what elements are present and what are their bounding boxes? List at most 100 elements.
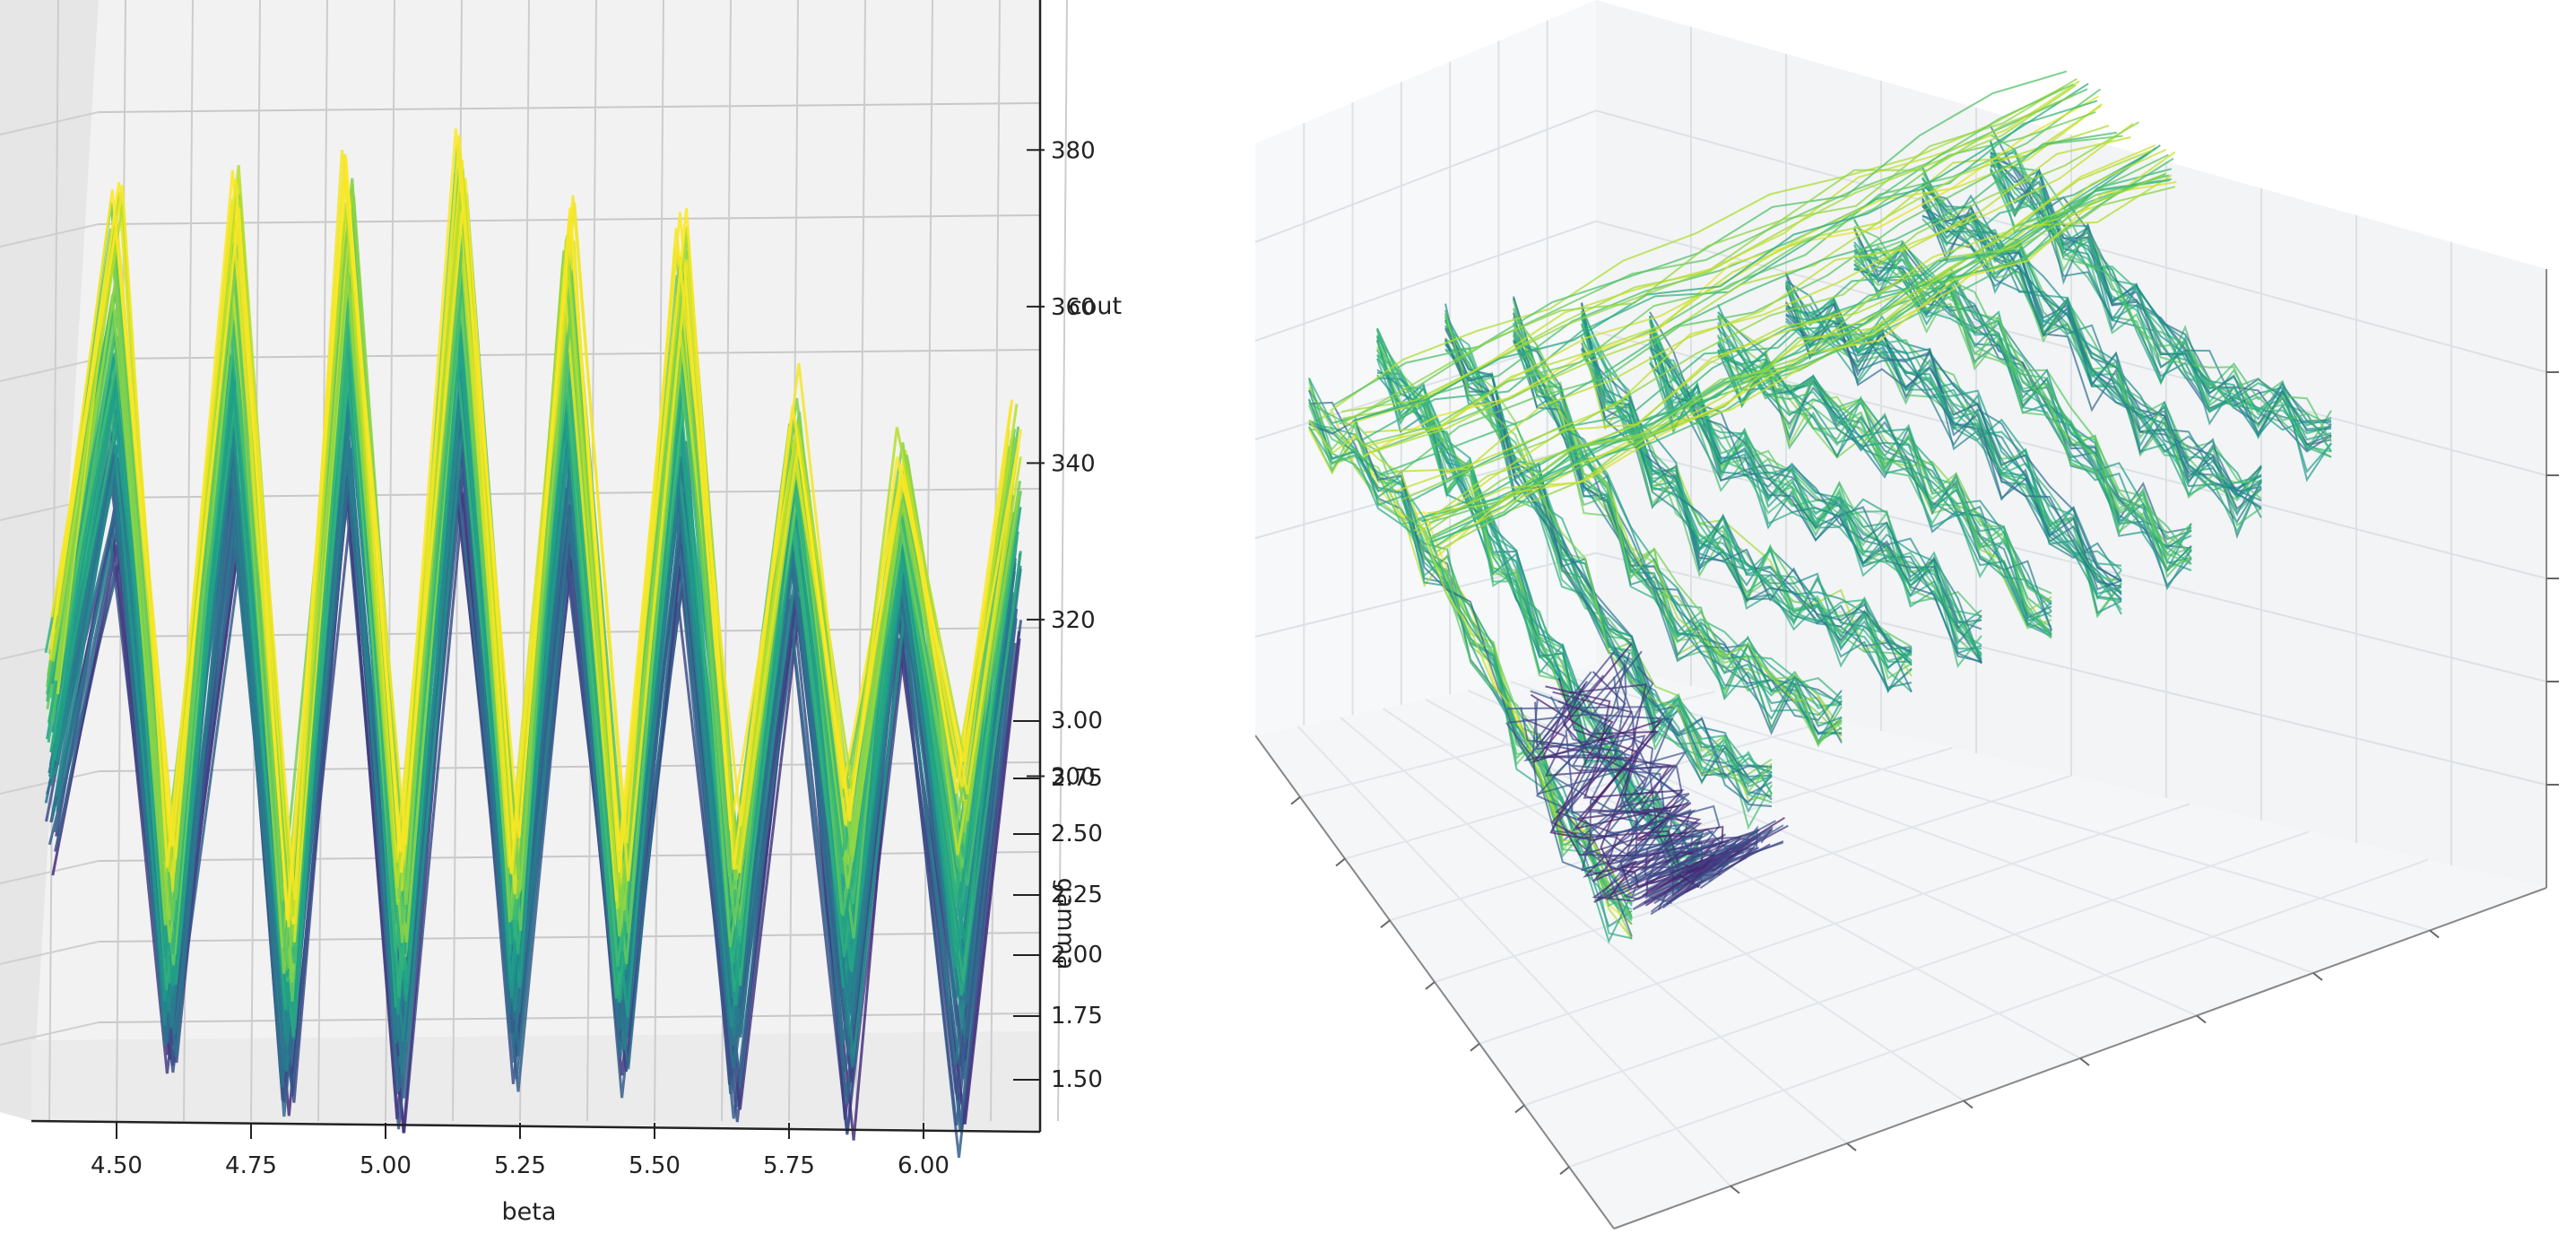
z-tick-label: 360 (1051, 294, 1096, 321)
right-wire-line (1308, 419, 1633, 897)
right-underside-line (1533, 671, 1774, 909)
right-tick-front (2312, 972, 2323, 981)
y-tick-label: 3.00 (1051, 708, 1103, 734)
right-grid-lw-h (1255, 552, 1597, 638)
right-tick-front (1963, 1099, 1973, 1109)
right-wire-line (1717, 311, 2052, 603)
right-grid-floor-a (1553, 672, 2431, 932)
x-tick-label: 6.00 (898, 1152, 950, 1179)
right-grid-floor-b (1568, 858, 2428, 1169)
right-wire-line (1717, 350, 2052, 620)
right-underside-line (1589, 665, 1748, 891)
right-ridge-line (1426, 173, 2166, 518)
left-tick-labels: 4.50 4.75 5.00 5.25 5.50 5.75 6.00 300 320 340 360… (91, 137, 1103, 1179)
left-grid-v (1057, 0, 1068, 1122)
right-tick-front (2196, 1014, 2207, 1024)
right-grid-rw-h (1595, 552, 2547, 786)
chart-right-svg (1255, 0, 2559, 1230)
right-underside-line (1565, 665, 1754, 896)
right-wire-line (1581, 317, 1912, 693)
left-grid-h-7 (98, 932, 1041, 943)
right-wire-line (1853, 247, 2192, 570)
right-wire-line (1990, 159, 2332, 451)
chart-left-3d: 4.50 4.75 5.00 5.25 5.50 5.75 6.00 300 320 340 360… (0, 0, 1273, 1234)
left-grid-side-2 (0, 358, 100, 382)
left-grid-h-0 (98, 102, 1041, 113)
right-ridge-line (1353, 83, 2089, 421)
right-ridge-line (1395, 122, 2134, 492)
y-tick-label: 1.75 (1051, 1003, 1103, 1030)
left-grid-side-1 (0, 223, 100, 248)
right-wire-line (1308, 378, 1633, 926)
chart-right-3d (1255, 0, 2576, 1234)
left-wire-line (48, 135, 1014, 900)
z-tick-label: 320 (1051, 607, 1096, 634)
left-floor-pane (31, 1031, 1040, 1130)
right-wire-line (1513, 308, 1843, 700)
right-tick-left (1425, 981, 1435, 990)
right-axes (1255, 269, 2559, 1230)
right-wire-line (1513, 296, 1843, 721)
right-wire-line (1717, 355, 2052, 631)
right-ridge-line (1413, 149, 2154, 532)
right-underside-line (1523, 717, 1715, 911)
chart-left-svg: 4.50 4.75 5.00 5.25 5.50 5.75 6.00 300 320 340 360… (0, 0, 1122, 1226)
right-ridge-line (1340, 93, 2076, 425)
right-ridge-line (1425, 174, 2165, 541)
right-ridge-line (1417, 146, 2157, 520)
right-ridge-line (1339, 83, 2075, 425)
right-tick-left (1335, 857, 1346, 867)
right-grid-lw-h (1255, 220, 1597, 342)
right-wire-line (1990, 141, 2332, 427)
y-axis-label: gamma (1052, 878, 1080, 970)
right-grid-floor-b (1434, 775, 2072, 983)
left-axes (30, 0, 1045, 1139)
right-ridge-line (1360, 110, 2096, 447)
right-grid-floor-b (1523, 830, 2310, 1107)
right-ridge-line (1427, 172, 2167, 534)
x-tick-label: 5.00 (360, 1152, 412, 1179)
right-wire-line (1717, 335, 2052, 635)
right-wire-line (1513, 338, 1843, 704)
right-wire-line (1921, 167, 2262, 527)
right-tick-left (1290, 795, 1301, 805)
right-wire-line (1649, 362, 1982, 664)
x-tick-label: 5.25 (494, 1152, 546, 1179)
right-wire-line (1444, 348, 1773, 783)
x-tick-label: 4.50 (91, 1152, 143, 1179)
y-tick-label: 2.00 (1051, 942, 1103, 969)
y-tick-label: 2.25 (1051, 882, 1103, 908)
x-tick-label: 5.50 (629, 1152, 681, 1179)
right-wire-line (1717, 314, 2052, 613)
right-wire-line (1444, 327, 1773, 795)
right-wire-line (1853, 248, 2192, 563)
left-grid-side-6 (0, 860, 100, 884)
right-ridge-line (1433, 157, 2174, 549)
left-grid-side-0 (0, 111, 100, 135)
x-tick-label: 5.75 (763, 1152, 815, 1179)
right-wire-line (1853, 229, 2192, 550)
right-ridge-line (1416, 144, 2156, 535)
left-grid-h-8 (98, 1012, 1041, 1023)
right-wire-line (1513, 317, 1843, 745)
right-tick-left (1470, 1042, 1480, 1052)
right-wire-line (1649, 335, 1982, 624)
right-tick-front (2079, 1057, 2090, 1066)
y-tick-label: 2.50 (1051, 821, 1103, 847)
right-wire-line (1581, 347, 1912, 693)
right-tick-front (2429, 929, 2440, 939)
y-tick-label: 1.50 (1051, 1066, 1103, 1093)
left-x-axis (30, 1119, 1041, 1134)
left-side-pane (0, 0, 99, 1121)
left-grid-side-7 (0, 941, 100, 965)
right-wire-line (1649, 361, 1982, 656)
z-tick-label: 380 (1051, 137, 1096, 164)
right-wireframe-lines (1308, 70, 2332, 944)
z-tick-label: 340 (1051, 450, 1096, 477)
right-wire-line (1717, 304, 2052, 638)
z-axis-label: cout (1069, 292, 1122, 320)
right-ridge-line (1362, 95, 2100, 458)
right-wire-line (1921, 217, 2262, 534)
right-wire-line (1853, 257, 2192, 565)
right-wire-line (1853, 240, 2192, 548)
